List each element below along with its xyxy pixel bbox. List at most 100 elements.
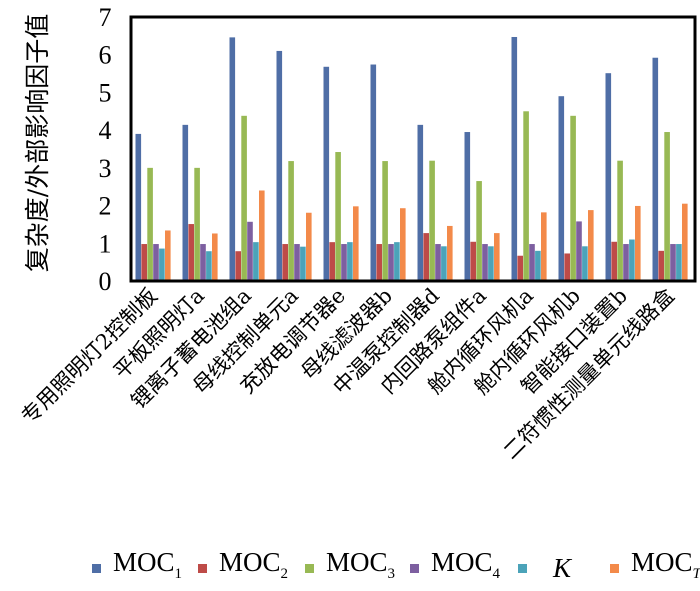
bar-k-10: [582, 246, 588, 281]
bar-moc4-10: [576, 221, 582, 281]
bar-k-8: [488, 246, 494, 281]
bar-k-1: [159, 248, 165, 281]
bar-moc1-6: [370, 64, 377, 282]
legend-swatch: [92, 563, 101, 573]
bar-moct-2: [212, 233, 218, 281]
y-tick-label: 0: [99, 267, 112, 296]
bar-moc1-3: [229, 37, 236, 282]
bar-k-7: [441, 246, 447, 281]
bar-moc2-1: [141, 244, 147, 281]
bar-moc3-11: [617, 160, 623, 281]
legend-swatch: [198, 563, 207, 573]
legend-swatch: [518, 563, 527, 573]
bar-moc3-5: [335, 152, 341, 281]
bar-moc1-8: [464, 132, 471, 281]
bar-moc2-11: [611, 241, 617, 281]
bar-k-2: [206, 251, 212, 281]
bar-moc3-9: [523, 111, 529, 281]
bar-moc1-7: [417, 124, 424, 281]
bar-k-6: [394, 242, 400, 281]
bar-moc1-12: [652, 57, 659, 282]
bar-moct-8: [494, 233, 500, 281]
legend-item-moc3: MOC3: [305, 547, 396, 588]
bar-moc3-4: [288, 161, 294, 281]
bar-moc3-10: [570, 115, 576, 281]
bar-moc1-10: [558, 96, 565, 281]
bar-moc2-9: [517, 255, 523, 281]
legend-label-main: MOC: [631, 547, 693, 577]
y-tick-label: 6: [99, 41, 112, 70]
bars-layer: [135, 36, 688, 282]
y-tick-label: 7: [99, 3, 112, 32]
legend-label-subscript: T: [693, 566, 700, 582]
legend-item-moc2: MOC2: [198, 547, 288, 589]
legend-swatch: [305, 563, 314, 573]
bar-moct-12: [682, 203, 688, 281]
bar-moc1-1: [135, 133, 142, 281]
bar-moc1-2: [182, 124, 189, 281]
bar-moc2-2: [188, 224, 194, 281]
bar-moc3-8: [476, 181, 482, 281]
y-axis-title: 复杂度/外部影响因子值: [23, 14, 52, 272]
legend-item-k: K: [518, 548, 571, 588]
bar-moc2-4: [282, 244, 288, 281]
bar-moct-3: [259, 190, 265, 281]
legend-label: MOCT: [631, 547, 700, 589]
bar-moct-10: [588, 210, 594, 281]
bar-moc1-5: [323, 66, 330, 281]
bar-moc2-8: [470, 241, 476, 281]
bar-k-12: [676, 244, 682, 281]
legend-swatch: [610, 563, 619, 573]
bar-moc1-4: [276, 50, 283, 281]
bar-moc3-1: [147, 167, 153, 281]
bar-k-3: [253, 242, 259, 281]
legend-label: MOC1: [113, 547, 182, 589]
legend-label-subscript: 3: [387, 566, 396, 582]
bar-moc3-6: [382, 161, 388, 281]
bar-moc3-12: [664, 132, 670, 281]
bar-moc4-3: [247, 221, 253, 281]
bar-k-5: [347, 242, 353, 281]
legend-label-subscript: 1: [174, 566, 183, 582]
bar-moc4-11: [623, 244, 629, 281]
legend-label-main: MOC: [326, 547, 388, 577]
bar-moct-5: [353, 206, 359, 281]
y-tick-label: 4: [99, 116, 112, 145]
y-tick-label: 3: [99, 154, 112, 183]
bar-moc2-5: [329, 242, 335, 281]
bar-moc3-2: [194, 167, 200, 281]
bar-k-4: [300, 246, 306, 281]
bar-moc4-2: [200, 244, 206, 281]
bar-k-9: [535, 250, 541, 281]
bar-moct-1: [165, 230, 171, 281]
legend-label: MOC2: [219, 547, 288, 589]
legend-label-main: MOC: [431, 547, 493, 577]
legend-label-subscript: 2: [280, 566, 289, 582]
legend-label: K: [553, 553, 571, 583]
legend-item-moc1: MOC1: [92, 547, 182, 589]
bar-moc3-7: [429, 160, 435, 281]
x-axis-labels: 专用照明灯2控制板平板照明灯a锂离子蓄电池组a母线控制单元a充放电调节器e母线滤…: [17, 284, 679, 464]
bar-moc4-9: [529, 244, 535, 281]
legend-item-moc4: MOC4: [410, 547, 500, 589]
bar-moc1-11: [605, 73, 612, 281]
legend-label-subscript: 4: [492, 566, 501, 582]
bar-moct-4: [306, 212, 312, 281]
bar-moct-6: [400, 208, 406, 281]
bar-moct-9: [541, 212, 547, 281]
bar-moc4-1: [153, 244, 159, 281]
bar-moct-11: [635, 205, 641, 281]
y-tick-label: 2: [99, 192, 112, 221]
bar-moc2-7: [423, 233, 429, 281]
bar-moc3-3: [241, 115, 247, 281]
bar-moc2-10: [564, 253, 570, 281]
bar-moc1-9: [511, 36, 518, 281]
y-tick-label: 5: [99, 78, 112, 107]
bar-moc4-4: [294, 244, 300, 281]
legend-label: MOC4: [431, 547, 500, 589]
y-tick-label: 1: [99, 229, 112, 258]
bar-moc4-6: [388, 244, 394, 281]
bar-k-11: [629, 239, 635, 281]
legend-label-main: K: [553, 553, 572, 583]
